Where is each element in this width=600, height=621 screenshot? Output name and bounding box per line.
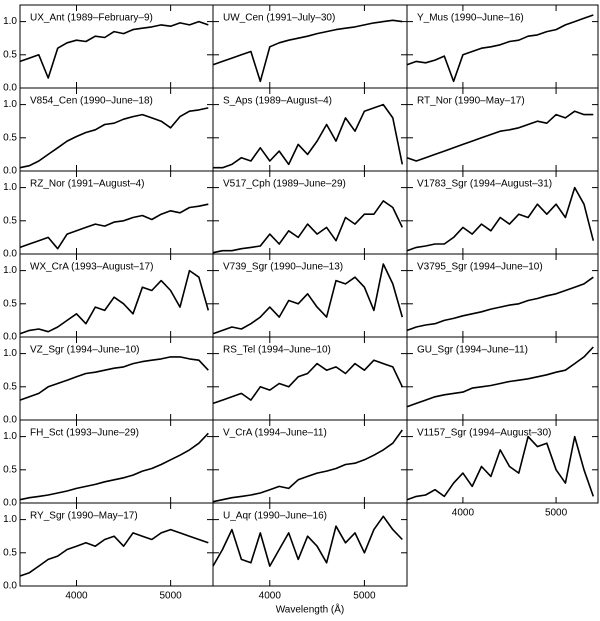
y-tick-label: 1.0	[3, 348, 17, 359]
spectrum-line	[19, 528, 209, 577]
panel-title: V517_Cph (1989–June–29)	[223, 179, 346, 190]
spectrum-line	[406, 186, 595, 252]
y-tick-label: 0.5	[3, 381, 17, 392]
y-tick-label: 1.0	[3, 431, 17, 442]
spectrum-line	[213, 103, 404, 169]
spectrum-line	[19, 356, 209, 401]
x-axis-label: Wavelength (Å)	[276, 603, 345, 616]
y-tick-label: 0.5	[3, 132, 17, 143]
x-tick-label: 4000	[452, 508, 475, 519]
y-tick-label: 0.0	[3, 498, 17, 509]
y-tick-label: 1.0	[3, 265, 17, 276]
panel-title: S_Aps (1989–August–4)	[223, 96, 332, 107]
panel-title: UX_Ant (1989–February–9)	[30, 13, 153, 24]
panel-title: GU_Sgr (1994–June–11)	[417, 345, 528, 356]
spectrum-line	[406, 346, 594, 408]
y-tick-label: 0.5	[3, 464, 17, 475]
y-tick-label: 0.0	[3, 415, 17, 426]
y-tick-label: 0.0	[3, 332, 17, 343]
panel-title: UW_Cen (1991–July–30)	[223, 13, 335, 24]
panel-title: V739_Sgr (1990–June–13)	[223, 262, 343, 273]
x-tick-label: 5000	[545, 508, 568, 519]
spectrum-line	[406, 110, 594, 162]
spectrum-line	[212, 359, 404, 405]
panel-title: V854_Cen (1990–June–18)	[30, 96, 153, 107]
spectrum-line	[19, 432, 209, 501]
spectrum-line	[212, 263, 404, 335]
y-tick-label: 0.5	[3, 49, 17, 60]
panel-title: VZ_Sgr (1994–June–10)	[30, 345, 140, 356]
y-tick-label: 0.5	[3, 298, 17, 309]
spectrum-line	[19, 20, 209, 79]
spectrum-line	[212, 429, 403, 503]
y-tick-label: 0.5	[3, 547, 17, 558]
spectrum-line	[19, 269, 210, 335]
panel-title: WX_CrA (1993–August–17)	[30, 262, 153, 273]
spectrum-line	[212, 19, 403, 83]
panel-title: V_CrA (1994–June–11)	[223, 428, 327, 439]
spectrum-line	[406, 276, 594, 332]
y-tick-label: 0.0	[3, 83, 17, 94]
spectrum-line	[19, 107, 209, 169]
y-tick-label: 0.0	[3, 581, 17, 592]
spectrum-line	[212, 515, 403, 567]
x-tick-label: 5000	[353, 591, 376, 602]
panel-title: U_Aqr (1990–June–16)	[223, 511, 327, 522]
y-tick-label: 0.0	[3, 166, 17, 177]
x-tick-label: 4000	[259, 591, 282, 602]
spectrum-line	[406, 14, 594, 83]
spectrum-line	[212, 200, 404, 254]
panel-title: Y_Mus (1990–June–16)	[417, 13, 524, 24]
panel-title: RT_Nor (1990–May–17)	[417, 96, 525, 107]
panel-title: V3795_Sgr (1994–June–10)	[417, 262, 543, 273]
y-tick-label: 1.0	[3, 16, 17, 27]
panel-title: RY_Sgr (1990–May–17)	[30, 511, 138, 522]
y-tick-label: 0.0	[3, 249, 17, 260]
spectrum-line	[406, 435, 595, 501]
x-tick-label: 5000	[160, 591, 183, 602]
panel-title: RZ_Nor (1991–August–4)	[30, 179, 145, 190]
y-tick-label: 0.5	[3, 215, 17, 226]
y-tick-label: 1.0	[3, 514, 17, 525]
panel-frame	[212, 502, 408, 587]
x-tick-label: 4000	[65, 591, 88, 602]
panel-frame	[406, 419, 599, 504]
panel-title: FH_Sct (1993–June–29)	[30, 428, 139, 439]
spectrum-line	[19, 203, 209, 250]
y-tick-label: 1.0	[3, 99, 17, 110]
panel-title: RS_Tel (1994–June–10)	[223, 345, 331, 356]
y-tick-label: 1.0	[3, 182, 17, 193]
panel-title: V1783_Sgr (1994–August–31)	[417, 179, 552, 190]
panel-title: V1157_Sgr (1994–August–30)	[417, 428, 551, 439]
